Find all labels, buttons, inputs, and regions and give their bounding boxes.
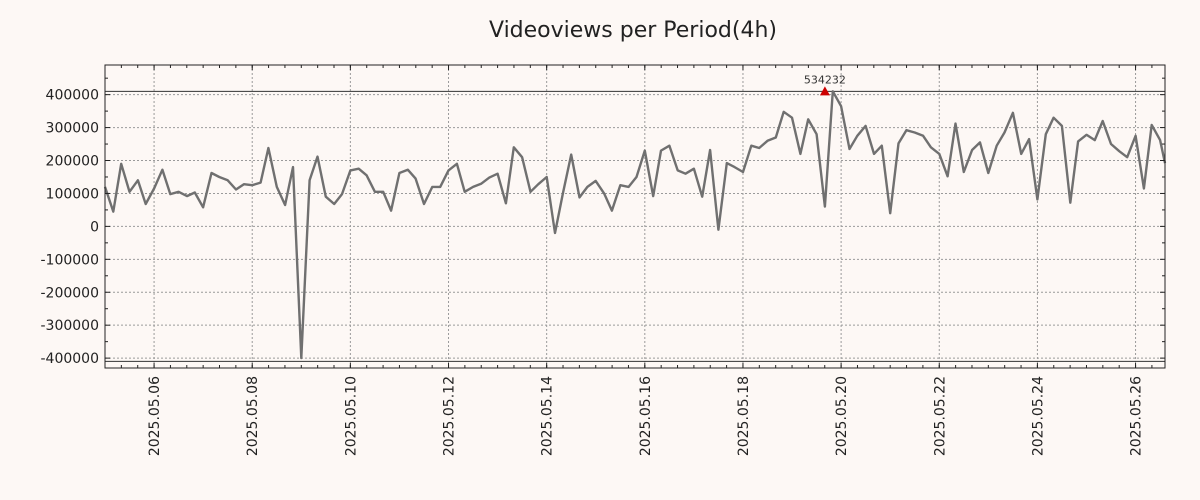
series-layer [103,90,1167,360]
x-tick-label: 2025.05.20 [834,376,850,456]
y-tick-label: 100000 [46,186,99,202]
y-tick-label: -400000 [41,351,100,367]
y-tick-label: -200000 [41,285,100,301]
y-tick-label: 0 [90,219,99,235]
x-tick-label: 2025.05.10 [343,376,359,456]
x-tick-label: 2025.05.14 [540,376,556,456]
y-tick-label: 400000 [46,88,99,104]
axis-labels: 400000 300000 200000 100000 0 -100000 -200000 -… [41,88,1145,457]
x-tick-label: 2025.05.24 [1030,376,1046,456]
x-tick-label: 2025.05.06 [147,376,163,456]
chart-title: Videoviews per Period(4h) [489,18,777,43]
x-tick-label: 2025.05.16 [638,376,654,456]
reference-lines [105,90,1165,362]
x-tick-label: 2025.05.08 [245,376,261,456]
x-tick-label: 2025.05.12 [442,376,458,456]
y-tick-label: 200000 [46,154,99,170]
x-tick-label: 2025.05.26 [1129,376,1145,456]
x-tick-label: 2025.05.22 [932,376,948,456]
y-tick-label: 300000 [46,121,99,137]
y-tick-label: -300000 [41,318,100,334]
axis-ticks [104,65,1165,368]
peak-label: 534232 [804,73,846,86]
grid-lines [105,65,1165,368]
x-tick-label: 2025.05.18 [736,376,752,456]
series-line-videoviews [103,90,1167,360]
plot-frame [104,64,1166,369]
y-tick-label: -100000 [41,252,100,268]
peak-marker [819,86,830,96]
peak-annotation: 534232 [804,73,846,96]
